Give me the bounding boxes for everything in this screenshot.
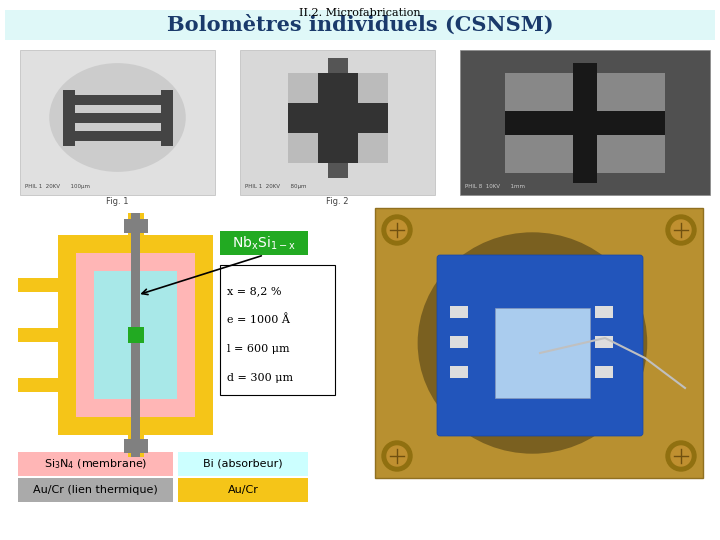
FancyBboxPatch shape: [328, 57, 348, 72]
FancyBboxPatch shape: [178, 452, 308, 476]
FancyBboxPatch shape: [318, 132, 358, 163]
Circle shape: [671, 220, 691, 240]
Text: $\mathrm{Nb_xSi_{1-x}}$: $\mathrm{Nb_xSi_{1-x}}$: [232, 234, 296, 252]
FancyBboxPatch shape: [375, 208, 703, 478]
Text: Au/Cr (lien thermique): Au/Cr (lien thermique): [33, 485, 158, 495]
FancyBboxPatch shape: [73, 131, 163, 140]
Circle shape: [382, 215, 412, 245]
Text: Au/Cr: Au/Cr: [228, 485, 258, 495]
Text: e = 1000 Å: e = 1000 Å: [227, 314, 290, 325]
FancyBboxPatch shape: [161, 90, 173, 145]
FancyBboxPatch shape: [76, 253, 195, 417]
FancyBboxPatch shape: [124, 219, 148, 233]
FancyBboxPatch shape: [195, 235, 213, 435]
Circle shape: [671, 446, 691, 466]
FancyBboxPatch shape: [220, 231, 308, 255]
FancyBboxPatch shape: [58, 417, 213, 435]
FancyBboxPatch shape: [595, 306, 613, 318]
Text: PHIL 1  20KV      80μm: PHIL 1 20KV 80μm: [245, 184, 307, 189]
FancyBboxPatch shape: [18, 478, 173, 502]
Text: PHIL 8  10KV      1mm: PHIL 8 10KV 1mm: [465, 184, 525, 189]
FancyBboxPatch shape: [505, 72, 665, 172]
Circle shape: [666, 215, 696, 245]
FancyBboxPatch shape: [450, 336, 468, 348]
Text: Fig. 2: Fig. 2: [326, 197, 348, 206]
FancyBboxPatch shape: [20, 50, 215, 195]
FancyBboxPatch shape: [595, 366, 613, 378]
Text: Bolomètres individuels (CSNSM): Bolomètres individuels (CSNSM): [167, 15, 553, 35]
Text: d = 300 μm: d = 300 μm: [227, 373, 293, 383]
FancyBboxPatch shape: [94, 271, 177, 399]
FancyBboxPatch shape: [287, 103, 387, 132]
FancyBboxPatch shape: [450, 366, 468, 378]
Text: x = 8,2 %: x = 8,2 %: [227, 286, 282, 296]
Circle shape: [382, 441, 412, 471]
FancyBboxPatch shape: [505, 111, 665, 134]
Ellipse shape: [418, 232, 647, 454]
FancyBboxPatch shape: [73, 112, 163, 123]
FancyBboxPatch shape: [63, 90, 74, 145]
FancyBboxPatch shape: [450, 306, 468, 318]
FancyBboxPatch shape: [127, 327, 143, 343]
FancyBboxPatch shape: [18, 452, 173, 476]
FancyBboxPatch shape: [131, 213, 140, 457]
FancyBboxPatch shape: [495, 308, 590, 398]
FancyBboxPatch shape: [318, 72, 358, 103]
FancyBboxPatch shape: [124, 439, 148, 453]
FancyBboxPatch shape: [220, 265, 335, 395]
Text: $\mathrm{Si_3N_4}$ (membrane): $\mathrm{Si_3N_4}$ (membrane): [44, 457, 147, 471]
Text: l = 600 μm: l = 600 μm: [227, 344, 289, 354]
Circle shape: [666, 441, 696, 471]
FancyBboxPatch shape: [73, 94, 163, 105]
Text: Fig. 1: Fig. 1: [107, 197, 129, 206]
Text: PHIL 1  20KV      100μm: PHIL 1 20KV 100μm: [25, 184, 90, 189]
Circle shape: [387, 220, 407, 240]
FancyBboxPatch shape: [573, 63, 597, 183]
Text: Bi (absorbeur): Bi (absorbeur): [203, 459, 283, 469]
FancyBboxPatch shape: [328, 163, 348, 178]
FancyBboxPatch shape: [287, 72, 387, 163]
FancyBboxPatch shape: [178, 478, 308, 502]
Circle shape: [387, 446, 407, 466]
FancyBboxPatch shape: [437, 255, 643, 436]
FancyBboxPatch shape: [240, 50, 435, 195]
FancyBboxPatch shape: [460, 50, 710, 195]
Ellipse shape: [49, 63, 186, 172]
FancyBboxPatch shape: [18, 278, 58, 292]
FancyBboxPatch shape: [18, 328, 58, 342]
FancyBboxPatch shape: [58, 235, 76, 435]
FancyBboxPatch shape: [595, 336, 613, 348]
FancyBboxPatch shape: [5, 10, 715, 40]
FancyBboxPatch shape: [127, 213, 143, 235]
FancyBboxPatch shape: [18, 378, 58, 392]
Text: II.2. Microfabrication: II.2. Microfabrication: [300, 8, 420, 18]
FancyBboxPatch shape: [127, 435, 143, 457]
FancyBboxPatch shape: [58, 235, 213, 253]
